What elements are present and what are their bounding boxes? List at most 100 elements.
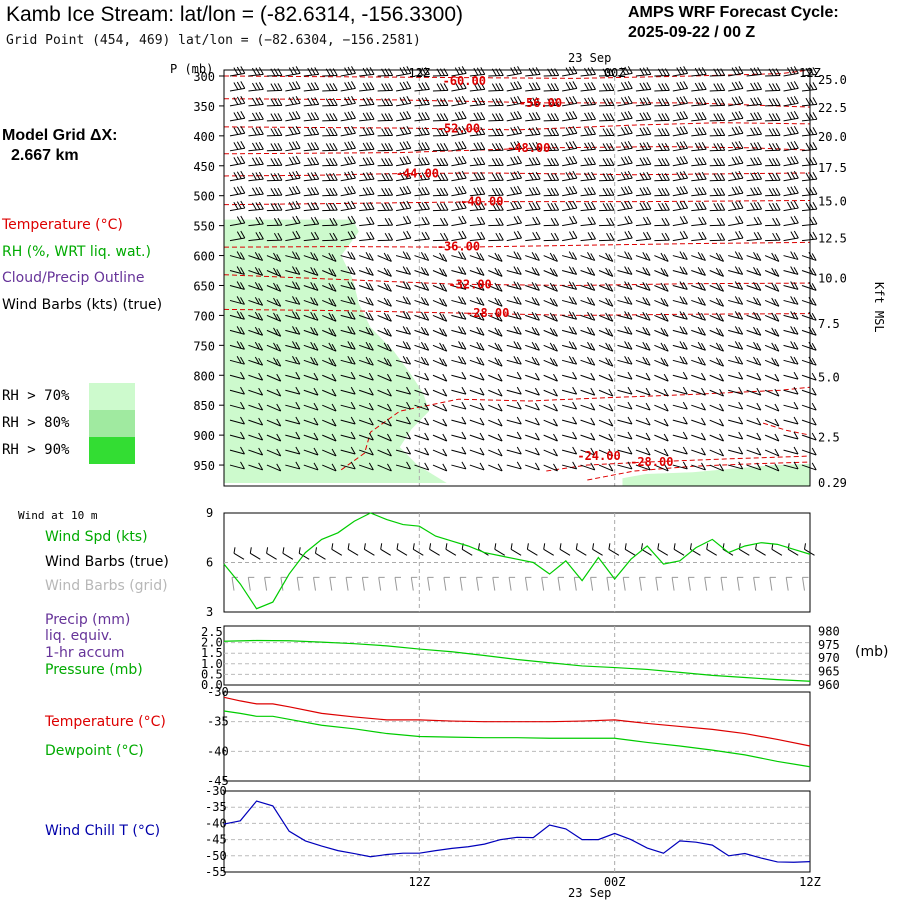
- wind-barb-main-18-27: [728, 341, 744, 350]
- wind-barb-main-16-19: [580, 311, 596, 321]
- wind-barb-main-13-13: [469, 267, 485, 276]
- precip-ytick-1: 2.0: [201, 636, 223, 650]
- wind-barb-main-24-9: [395, 431, 411, 440]
- pressure-tick-900: 900: [193, 429, 215, 443]
- wind-barb-main-4-13: [469, 127, 486, 137]
- wind-barb-main-11-0: [229, 230, 246, 242]
- wind-barb-grid-23: [606, 576, 613, 591]
- wind-barb-main-23-14: [488, 418, 503, 427]
- wind-barb-main-23-30: [783, 416, 799, 425]
- wind-barb-main-5-19: [580, 141, 596, 152]
- wind-barb-main-3-30: [783, 111, 799, 122]
- legend-liq-equiv: liq. equiv.: [45, 628, 113, 644]
- wind-barb-main-20-8: [377, 373, 392, 382]
- wind-barb-true-26: [657, 543, 669, 556]
- wind-barb-main-5-17: [543, 143, 560, 152]
- wind-barb-main-26-24: [672, 461, 688, 470]
- wind-barb-main-2-30: [783, 96, 799, 107]
- wind-barb-true-25: [641, 543, 652, 556]
- wind-barb-main-18-9: [395, 341, 411, 350]
- wind-barb-main-17-30: [783, 326, 799, 335]
- wind-barb-main-21-9: [395, 386, 411, 395]
- wind-barb-main-13-19: [580, 267, 596, 276]
- wind-barb-main-14-0: [229, 281, 245, 290]
- wind-barb-main-13-5: [322, 267, 337, 277]
- wind-barb-main-1-29: [765, 83, 781, 92]
- wind-barb-main-2-28: [746, 97, 762, 107]
- wind-barb-main-2-12: [451, 96, 467, 107]
- wind-barb-true-5: [315, 547, 326, 560]
- wind-barb-main-17-4: [303, 326, 319, 336]
- wind-barb-main-19-6: [340, 356, 356, 365]
- wind-barb-main-8-0: [229, 185, 246, 197]
- wind-barb-main-11-29: [765, 232, 781, 242]
- wind-barb-main-19-28: [746, 356, 762, 366]
- precip-ytick-5: 0.0: [201, 678, 223, 692]
- wind-barb-main-11-4: [303, 231, 320, 242]
- wind-barb-main-25-19: [580, 447, 596, 456]
- wind-barb-main-24-31: [801, 432, 817, 441]
- isotherm-label-7: -32.00: [448, 277, 491, 291]
- wind-barb-main-26-14: [488, 463, 503, 472]
- wind-barb-main-16-15: [506, 311, 522, 320]
- wind-barb-main-26-6: [340, 461, 356, 470]
- wind-barb-main-12-25: [691, 252, 706, 261]
- wind-barb-main-6-16: [525, 156, 541, 167]
- wind-barb-main-10-4: [303, 216, 320, 227]
- wind-barb-main-20-29: [764, 373, 780, 382]
- wind-barb-main-26-22: [635, 462, 651, 471]
- wind-barb-main-13-30: [783, 266, 799, 275]
- wind-barb-main-9-5: [322, 202, 338, 212]
- wind-barb-main-22-7: [358, 402, 374, 411]
- wind-barb-main-19-25: [691, 356, 706, 366]
- wind-barb-main-8-18: [562, 185, 578, 197]
- pressure-unit-label: (mb): [855, 644, 889, 660]
- wind-ytick-9: 9: [206, 506, 213, 520]
- wind-barb-main-20-0: [229, 371, 245, 380]
- wind-barb-main-18-30: [783, 341, 799, 350]
- height-tick-1: 22.5: [818, 101, 847, 115]
- legend-wind-chill: Wind Chill T (°C): [45, 823, 161, 839]
- wind-barb-main-10-19: [580, 216, 596, 227]
- wind-barb-main-9-9: [395, 200, 412, 212]
- wind-barb-main-24-22: [635, 432, 651, 441]
- wind-barb-grid-32: [753, 576, 760, 591]
- height-tick-4: 15.0: [818, 194, 847, 208]
- wind-barb-main-20-21: [617, 371, 633, 380]
- wind-barb-main-9-23: [654, 202, 670, 212]
- wind-barb-main-25-24: [672, 446, 688, 455]
- wind-barb-main-23-0: [229, 416, 245, 425]
- wind-barb-grid-3: [280, 576, 287, 591]
- wind-barb-main-17-5: [322, 327, 337, 337]
- wind-barb-main-21-8: [377, 388, 392, 397]
- wind-barb-main-6-3: [285, 155, 301, 167]
- legend-wind-speed: Wind Spd (kts): [45, 529, 148, 545]
- wind-barb-main-23-8: [377, 418, 392, 427]
- wind-barb-grid-13: [443, 576, 450, 591]
- wind-barb-main-19-4: [303, 356, 319, 366]
- wind-barb-main-16-9: [395, 311, 411, 320]
- isotherm-label-8: -28.00: [466, 306, 509, 320]
- wind-barb-main-15-13: [469, 296, 485, 306]
- wind-barb-main-5-13: [469, 141, 486, 152]
- wind-barb-main-2-15: [506, 96, 522, 107]
- wind-barb-main-10-16: [525, 216, 541, 227]
- height-tick-8: 5.0: [818, 370, 840, 384]
- wind-barb-main-26-23: [654, 463, 669, 472]
- wind-barb-grid-28: [687, 576, 695, 591]
- wind-barb-main-10-12: [451, 215, 467, 227]
- wind-barb-main-17-1: [248, 326, 264, 336]
- wind-barb-main-7-24: [672, 170, 689, 182]
- wind-barb-main-4-26: [709, 128, 726, 137]
- wind-barb-main-21-17: [543, 388, 558, 397]
- wind-barb-main-26-3: [285, 461, 301, 470]
- wind-barb-main-3-25: [691, 112, 707, 122]
- wind-barb-main-7-10: [414, 171, 430, 182]
- wind-barb-main-23-1: [248, 417, 264, 426]
- chill-ytick--40: -40: [205, 816, 227, 830]
- wind-barb-true-1: [249, 547, 261, 560]
- wind-barb-main-20-27: [728, 371, 744, 380]
- wind-barb-main-10-26: [709, 217, 726, 227]
- wind-barb-main-6-18: [562, 155, 578, 167]
- wind-barb-main-17-19: [580, 326, 596, 336]
